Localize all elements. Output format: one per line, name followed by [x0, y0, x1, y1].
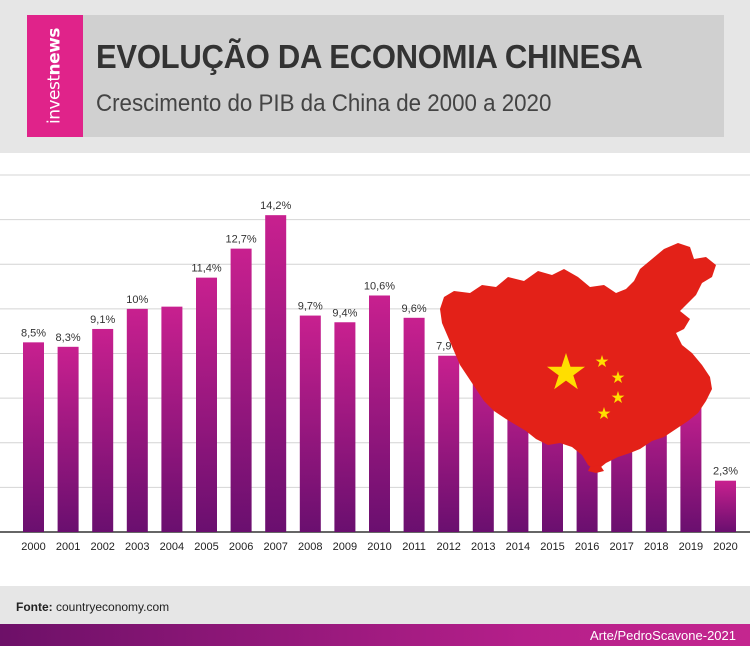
x-tick-2002: 2002 — [90, 541, 114, 553]
bar-2020 — [715, 480, 736, 532]
china-map-shape — [440, 243, 716, 471]
bar-2000 — [23, 342, 44, 532]
bar-2005 — [196, 277, 217, 532]
value-label-2002: 9,1% — [90, 314, 115, 326]
value-label-2010: 10,6% — [364, 280, 395, 292]
x-tick-2019: 2019 — [679, 541, 703, 553]
x-tick-2006: 2006 — [229, 541, 253, 553]
bar-2002 — [92, 328, 114, 532]
x-tick-2000: 2000 — [21, 541, 45, 553]
bar-2003 — [126, 308, 148, 532]
bar-2004 — [161, 306, 183, 532]
page-title: EVOLUÇÃO DA ECONOMIA CHINESA — [96, 38, 643, 75]
bar-2001 — [57, 346, 79, 532]
x-tick-2004: 2004 — [160, 541, 184, 553]
x-tick-2011: 2011 — [402, 541, 426, 553]
source-note: Fonte: countryeconomy.com — [16, 600, 169, 614]
x-tick-2012: 2012 — [436, 541, 460, 553]
x-tick-labels: 2000 2001 2002 2003 2004 2005 2006 2007 2008 2009… — [21, 541, 737, 553]
logo-word-news: news — [44, 27, 65, 76]
x-tick-2013: 2013 — [471, 541, 495, 553]
value-label-2011: 9,6% — [402, 303, 427, 315]
value-label-2020: 2,3% — [713, 466, 738, 478]
x-tick-2017: 2017 — [609, 541, 633, 553]
x-tick-2015: 2015 — [540, 541, 564, 553]
bar-2008 — [299, 315, 321, 532]
source-value: countryeconomy.com — [56, 600, 170, 614]
small-star-icon — [597, 407, 611, 419]
value-label-2005: 11,4% — [191, 263, 222, 275]
value-label-2006: 12,7% — [225, 234, 256, 246]
bar-2007 — [265, 215, 287, 532]
investnews-logo: investnews — [27, 15, 83, 137]
x-tick-2008: 2008 — [298, 541, 322, 553]
source-label: Fonte: — [16, 600, 53, 614]
bar-2006 — [230, 248, 252, 532]
x-tick-2003: 2003 — [125, 541, 149, 553]
x-tick-2001: 2001 — [56, 541, 80, 553]
hainan-island — [588, 465, 604, 473]
x-tick-2007: 2007 — [263, 541, 287, 553]
bar-2012 — [438, 355, 460, 532]
x-tick-2016: 2016 — [575, 541, 599, 553]
x-tick-2010: 2010 — [367, 541, 391, 553]
x-tick-2014: 2014 — [506, 541, 530, 553]
bar-2010 — [369, 295, 390, 532]
logo-text: investnews — [44, 27, 65, 125]
footer-band — [0, 624, 750, 646]
value-label-2008: 9,7% — [298, 301, 323, 313]
small-star-icon — [611, 391, 625, 403]
page-subtitle: Crescimento do PIB da China de 2000 a 20… — [96, 90, 552, 117]
value-label-2001: 8,3% — [56, 332, 81, 344]
bar-2009 — [334, 322, 356, 532]
bar-2019 — [680, 395, 702, 532]
small-star-icon — [595, 355, 609, 367]
logo-word-invest: invest — [44, 75, 65, 125]
value-label-2007: 14,2% — [260, 200, 291, 212]
x-tick-2005: 2005 — [194, 541, 218, 553]
value-label-2000: 8,5% — [21, 327, 46, 339]
value-label-2009: 9,4% — [332, 307, 357, 319]
header-band — [27, 15, 724, 137]
small-star-icon — [611, 371, 625, 383]
x-tick-2018: 2018 — [644, 541, 668, 553]
china-flag-map-icon — [440, 243, 716, 473]
bar-2011 — [403, 317, 425, 532]
big-star-icon — [547, 353, 585, 390]
value-label-2003: 10% — [126, 294, 148, 306]
chart-panel: 8,5% 8,3% 9,1% 10% 11,4% 12,7% 14,2% 9,7% 9,4% 10… — [0, 153, 750, 586]
x-tick-2009: 2009 — [333, 541, 357, 553]
art-credit: Arte/PedroScavone-2021 — [590, 628, 736, 643]
x-tick-2020: 2020 — [713, 541, 737, 553]
